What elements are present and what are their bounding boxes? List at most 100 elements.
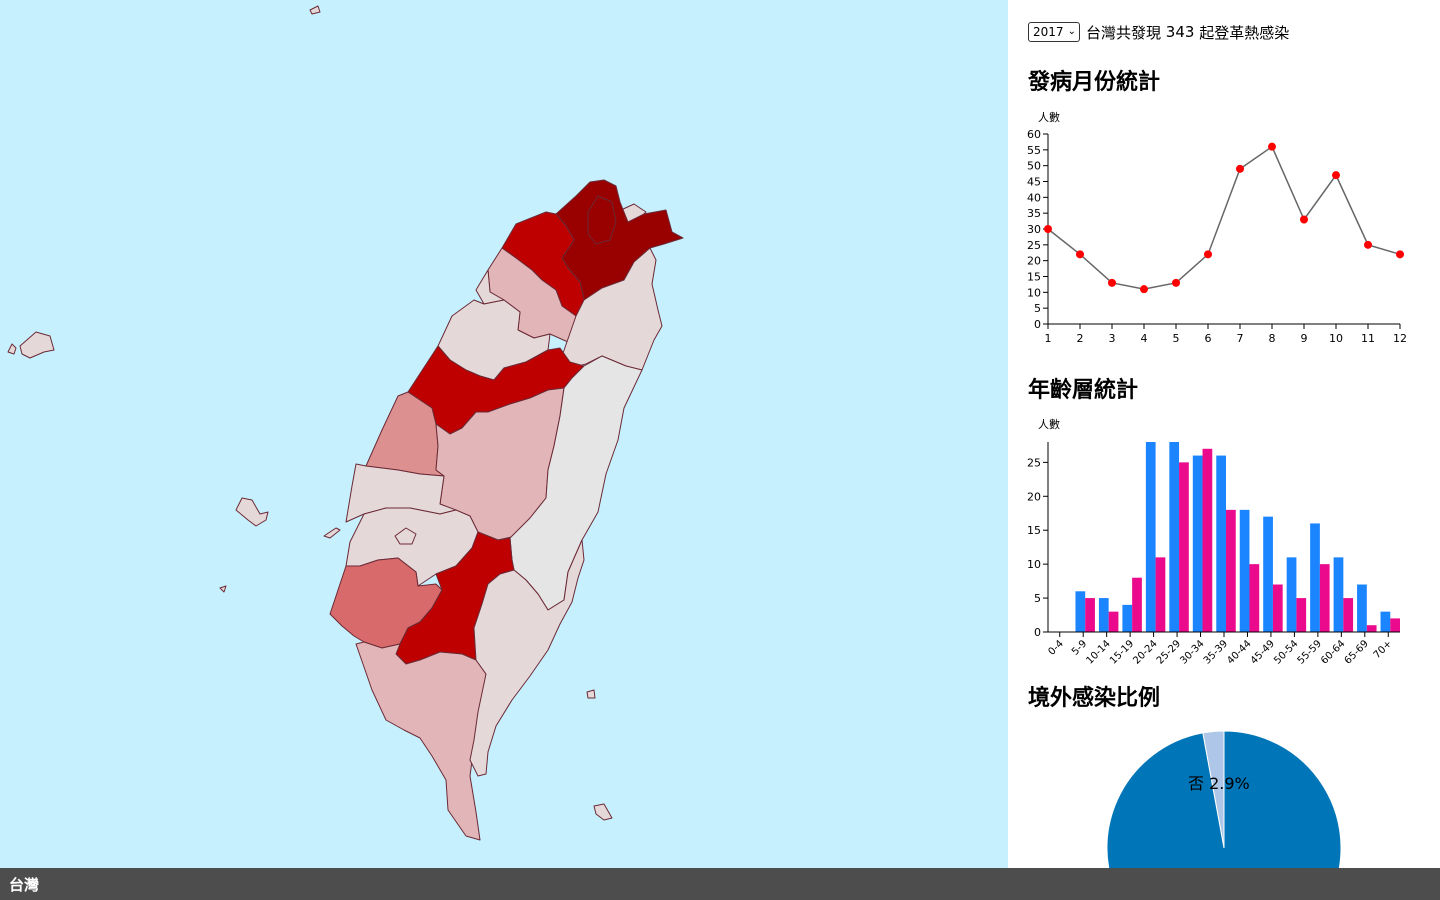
bar-mark[interactable] <box>1192 455 1203 632</box>
line-point[interactable] <box>1076 250 1084 259</box>
map-island-small-west[interactable] <box>323 527 341 539</box>
bar-mark[interactable] <box>1296 598 1307 632</box>
bar-mark[interactable] <box>1366 625 1377 632</box>
map-island-penghu-south[interactable] <box>235 497 269 527</box>
bar-mark[interactable] <box>1098 598 1109 632</box>
bar-x-tick-label: 55-59 <box>1296 638 1324 666</box>
bar-y-tick-label: 10 <box>1027 558 1041 571</box>
summary-suffix: 起登革熱感染 <box>1199 23 1290 42</box>
line-point[interactable] <box>1140 285 1148 294</box>
map-region-pingtung[interactable] <box>355 641 487 841</box>
line-x-tick-label: 12 <box>1393 332 1407 345</box>
line-x-tick-label: 1 <box>1045 332 1052 345</box>
line-x-tick-label: 4 <box>1141 332 1148 345</box>
line-x-tick-label: 2 <box>1077 332 1084 345</box>
bar-mark[interactable] <box>1310 523 1320 632</box>
line-point[interactable] <box>1364 240 1372 249</box>
bar-mark[interactable] <box>1263 516 1273 632</box>
bar-x-tick-label: 0-4 <box>1047 638 1066 657</box>
summary-bar: 2017 ⌄ 台灣共發現 343 起登革熱感染 <box>1028 21 1289 43</box>
bar-y-tick-label: 25 <box>1027 456 1041 469</box>
bar-mark[interactable] <box>1085 598 1095 632</box>
line-series <box>1047 145 1401 290</box>
bar-mark[interactable] <box>1239 509 1250 632</box>
line-y-tick-label: 0 <box>1034 318 1041 331</box>
bar-mark[interactable] <box>1108 611 1119 632</box>
bar-y-label: 人數 <box>1038 418 1060 431</box>
map-island-north[interactable] <box>309 5 321 15</box>
bar-mark[interactable] <box>1333 557 1344 632</box>
line-x-tick-label: 5 <box>1173 332 1180 345</box>
bar-mark[interactable] <box>1286 557 1297 632</box>
line-x-tick-label: 7 <box>1237 332 1244 345</box>
line-point[interactable] <box>1172 278 1180 287</box>
map-region-taipei[interactable] <box>587 195 617 245</box>
line-y-tick-label: 25 <box>1027 239 1041 252</box>
bar-mark[interactable] <box>1145 442 1156 632</box>
bar-x-tick-label: 25-29 <box>1155 638 1183 666</box>
summary-count: 343 <box>1165 23 1195 41</box>
bar-x-tick-label: 30-34 <box>1178 638 1206 666</box>
overseas-section-title: 境外感染比例 <box>1028 686 1161 711</box>
bar-mark[interactable] <box>1343 598 1354 632</box>
map-island-orchid[interactable] <box>593 803 613 821</box>
line-y-tick-label: 60 <box>1027 128 1041 141</box>
line-y-tick-label: 40 <box>1027 191 1041 204</box>
bar-x-tick-label: 35-39 <box>1202 638 1230 666</box>
bar-mark[interactable] <box>1272 584 1283 633</box>
bar-y-tick-label: 20 <box>1027 490 1041 503</box>
bar-mark[interactable] <box>1226 509 1236 632</box>
bar-y-tick-label: 0 <box>1034 626 1041 639</box>
map-region-hsinchu-city[interactable] <box>475 269 505 305</box>
line-point[interactable] <box>1332 171 1340 180</box>
bar-mark[interactable] <box>1169 442 1180 632</box>
line-y-tick-label: 55 <box>1027 144 1041 157</box>
bar-mark[interactable] <box>1390 618 1400 632</box>
map-panel <box>0 0 1008 868</box>
map-region-taitung[interactable] <box>469 539 585 777</box>
line-point[interactable] <box>1108 278 1116 287</box>
line-point[interactable] <box>1268 142 1276 151</box>
bar-mark[interactable] <box>1075 591 1086 632</box>
bar-mark[interactable] <box>1249 564 1260 632</box>
bar-mark[interactable] <box>1319 564 1330 632</box>
line-x-tick-label: 3 <box>1109 332 1116 345</box>
bar-mark[interactable] <box>1380 611 1391 632</box>
bar-x-tick-label: 5-9 <box>1070 638 1089 657</box>
line-y-tick-label: 35 <box>1027 207 1041 220</box>
bar-x-tick-label: 50-54 <box>1272 638 1300 666</box>
bar-mark[interactable] <box>1202 448 1213 632</box>
bar-x-tick-label: 45-49 <box>1249 638 1277 666</box>
line-point[interactable] <box>1236 164 1244 173</box>
bar-mark[interactable] <box>1155 557 1166 632</box>
bar-mark[interactable] <box>1132 577 1142 632</box>
line-x-tick-label: 8 <box>1269 332 1276 345</box>
map-region-chiayi-city[interactable] <box>394 527 417 545</box>
chevron-down-icon: ⌄ <box>1067 26 1076 37</box>
map-region-penghu[interactable] <box>7 331 55 359</box>
map-island-green[interactable] <box>586 689 596 699</box>
year-select[interactable]: 2017 ⌄ <box>1028 22 1080 42</box>
map-island-tiny-1[interactable] <box>219 585 227 593</box>
line-y-tick-label: 5 <box>1034 302 1041 315</box>
pie-slice[interactable] <box>1106 730 1342 868</box>
bar-mark[interactable] <box>1216 455 1226 632</box>
side-panel: 2017 ⌄ 台灣共發現 343 起登革熱感染 發病月份統計 人數 0 5 10 15 2… <box>1008 0 1440 868</box>
line-point[interactable] <box>1300 215 1308 224</box>
line-point[interactable] <box>1396 250 1404 259</box>
bar-x-tick-label: 40-44 <box>1225 638 1253 666</box>
bar-x-tick-label: 10-14 <box>1084 638 1112 666</box>
bar-mark[interactable] <box>1179 462 1189 632</box>
bar-mark[interactable] <box>1122 604 1133 632</box>
line-x-tick-label: 10 <box>1329 332 1343 345</box>
line-point[interactable] <box>1044 225 1052 233</box>
age-bar-chart: 人數 0 5 10 15 20 25 0-4 5-910-1415-1920-2425-2930… <box>1027 418 1400 667</box>
bar-mark[interactable] <box>1357 584 1367 633</box>
taiwan-map <box>7 5 684 841</box>
bar-y-tick-label: 15 <box>1027 524 1041 537</box>
line-point[interactable] <box>1204 250 1212 259</box>
bar-x-tick-label: 60-64 <box>1319 638 1347 666</box>
line-y-tick-label: 15 <box>1027 271 1041 284</box>
bar-x-tick-label: 15-19 <box>1108 638 1136 666</box>
